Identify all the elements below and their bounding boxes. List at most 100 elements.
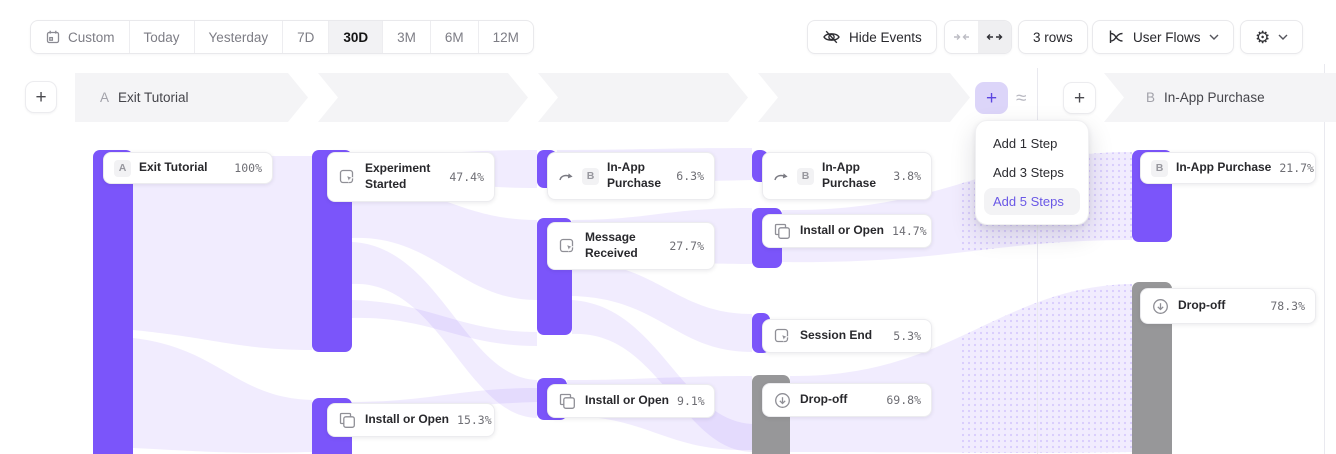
- node-percent: 47.4%: [449, 170, 484, 184]
- date-range-label: 6M: [444, 29, 464, 45]
- chevron-down-icon: [1278, 34, 1288, 40]
- node-percent: 3.8%: [893, 169, 921, 183]
- menu-item-add-1-step[interactable]: Add 1 Step: [993, 136, 1058, 151]
- step-band-segment: [1104, 73, 1336, 122]
- node-label: Install or Open: [800, 223, 885, 238]
- step-a-header: A Exit Tutorial: [100, 73, 189, 122]
- step-band-segment: [75, 73, 308, 122]
- expand-columns-button[interactable]: [978, 21, 1011, 53]
- node-label: Session End: [800, 328, 873, 343]
- plus-icon: +: [1073, 87, 1086, 109]
- flow-node-install-or-open[interactable]: Install or Open 15.3%: [327, 403, 495, 437]
- plus-icon: +: [985, 87, 998, 109]
- step-b-letter: B: [1146, 90, 1156, 105]
- view-label: User Flows: [1133, 29, 1201, 45]
- node-label: Exit Tutorial: [139, 160, 208, 175]
- step-band-segment: [758, 73, 970, 122]
- pageview-icon: [773, 222, 792, 241]
- date-range-6m[interactable]: 6M: [431, 21, 479, 53]
- date-range-30d[interactable]: 30D: [329, 21, 384, 53]
- flow-node-in-app-purchase[interactable]: B In-App Purchase 6.3%: [547, 152, 715, 200]
- hide-events-label: Hide Events: [849, 29, 922, 45]
- column-width-control: [944, 20, 1012, 54]
- date-range-label: Yesterday: [208, 29, 269, 45]
- date-range-12m[interactable]: 12M: [479, 21, 533, 53]
- calendar-icon: [45, 29, 61, 45]
- flow-node-drop-off[interactable]: Drop-off 69.8%: [762, 383, 932, 417]
- dropoff-icon: [773, 391, 792, 410]
- date-range-label: 3M: [397, 29, 416, 45]
- date-range-today[interactable]: Today: [130, 21, 195, 53]
- date-range-7d[interactable]: 7D: [283, 21, 330, 53]
- eye-off-icon: [822, 29, 841, 45]
- flow-node-message-received[interactable]: Message Received 27.7%: [547, 222, 715, 270]
- node-percent: 15.3%: [457, 413, 492, 427]
- node-label: Drop-off: [1178, 298, 1226, 313]
- date-range-label: 7D: [297, 29, 315, 45]
- date-range-label: Custom: [68, 29, 115, 45]
- settings-menu-button[interactable]: ⚙: [1240, 20, 1304, 54]
- date-range-label: 30D: [343, 29, 369, 45]
- node-label: Install or Open: [585, 393, 670, 408]
- event-icon: [558, 237, 577, 256]
- node-percent: 6.3%: [676, 169, 704, 183]
- add-steps-menu: Add 1 Step Add 3 Steps Add 5 Steps: [975, 120, 1089, 225]
- step-band-segment: [538, 73, 748, 122]
- node-label: In-App Purchase: [1176, 160, 1272, 175]
- date-range-control: Custom Today Yesterday 7D 30D 3M 6M 12M: [30, 20, 534, 54]
- node-label: In-App Purchase: [822, 160, 877, 190]
- hide-events-button[interactable]: Hide Events: [807, 20, 937, 54]
- node-label: Experiment Started: [365, 161, 431, 191]
- node-percent: 21.7%: [1279, 161, 1314, 175]
- step-b-badge: B: [797, 167, 814, 185]
- break-divider-line: [1037, 68, 1038, 454]
- node-percent: 5.3%: [893, 329, 921, 343]
- step-a-badge: A: [114, 159, 131, 177]
- flow-node-exit-tutorial[interactable]: A Exit Tutorial 100%: [103, 152, 273, 184]
- step-b-label: In-App Purchase: [1164, 90, 1265, 105]
- flow-node-in-app-purchase[interactable]: B In-App Purchase 3.8%: [762, 152, 932, 200]
- flow-node-session-end[interactable]: Session End 5.3%: [762, 319, 932, 353]
- node-percent: 78.3%: [1270, 299, 1305, 313]
- date-range-custom[interactable]: Custom: [31, 21, 130, 53]
- menu-item-add-5-steps[interactable]: Add 5 Steps: [984, 188, 1080, 215]
- collapse-icon: [953, 31, 970, 43]
- flow-bar-exit-tutorial[interactable]: [93, 150, 133, 454]
- node-percent: 100%: [234, 161, 262, 175]
- node-label: Message Received: [585, 230, 638, 260]
- menu-item-add-3-steps[interactable]: Add 3 Steps: [993, 165, 1064, 180]
- goal-arrow-icon: [558, 169, 574, 183]
- event-icon: [773, 327, 792, 346]
- rows-button[interactable]: 3 rows: [1018, 20, 1088, 54]
- step-a-label: Exit Tutorial: [118, 90, 189, 105]
- pageview-icon: [338, 411, 357, 430]
- node-percent: 69.8%: [886, 393, 921, 407]
- rows-label: 3 rows: [1033, 29, 1073, 45]
- flow-node-in-app-purchase-b[interactable]: B In-App Purchase 21.7%: [1140, 152, 1316, 184]
- flow-node-experiment-started[interactable]: Experiment Started 47.4%: [327, 152, 495, 202]
- right-panel-divider: [1324, 64, 1325, 454]
- add-step-between-button[interactable]: +: [975, 82, 1008, 114]
- dropoff-icon: [1151, 297, 1170, 316]
- node-label: Drop-off: [800, 392, 848, 407]
- approx-break-icon: ≈: [1016, 88, 1027, 109]
- step-b-badge: B: [582, 167, 599, 185]
- node-percent: 9.1%: [677, 394, 705, 408]
- step-band-segment: [318, 73, 528, 122]
- date-range-3m[interactable]: 3M: [383, 21, 431, 53]
- flow-node-install-or-open[interactable]: Install or Open 14.7%: [762, 214, 932, 248]
- add-step-right-button[interactable]: +: [1063, 82, 1096, 114]
- flow-node-drop-off-b[interactable]: Drop-off 78.3%: [1140, 288, 1316, 324]
- goal-arrow-icon: [773, 169, 789, 183]
- user-flows-icon: [1107, 28, 1125, 46]
- step-b-badge: B: [1151, 159, 1168, 177]
- collapse-columns-button[interactable]: [945, 21, 978, 53]
- node-percent: 27.7%: [669, 239, 704, 253]
- step-b-header: B In-App Purchase: [1146, 73, 1265, 122]
- view-selector[interactable]: User Flows: [1092, 20, 1234, 54]
- add-step-left-button[interactable]: +: [25, 81, 57, 113]
- flow-node-install-or-open[interactable]: Install or Open 9.1%: [547, 384, 715, 418]
- date-range-yesterday[interactable]: Yesterday: [195, 21, 284, 53]
- node-label: Install or Open: [365, 412, 450, 427]
